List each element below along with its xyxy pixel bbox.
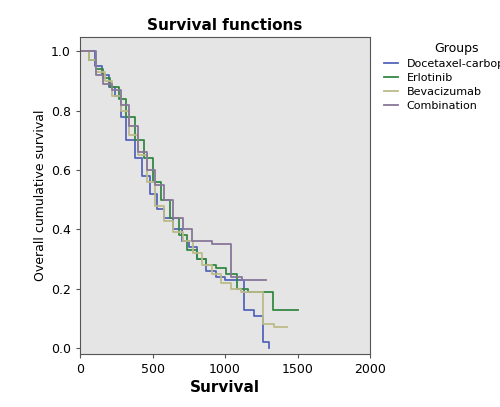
Legend: Docetaxel-carboplatin, Erlotinib, Bevacizumab, Combination: Docetaxel-carboplatin, Erlotinib, Bevaci… [384, 42, 500, 111]
Y-axis label: Overall cumulative survival: Overall cumulative survival [34, 109, 47, 281]
Title: Survival functions: Survival functions [148, 18, 302, 33]
X-axis label: Survival: Survival [190, 380, 260, 395]
